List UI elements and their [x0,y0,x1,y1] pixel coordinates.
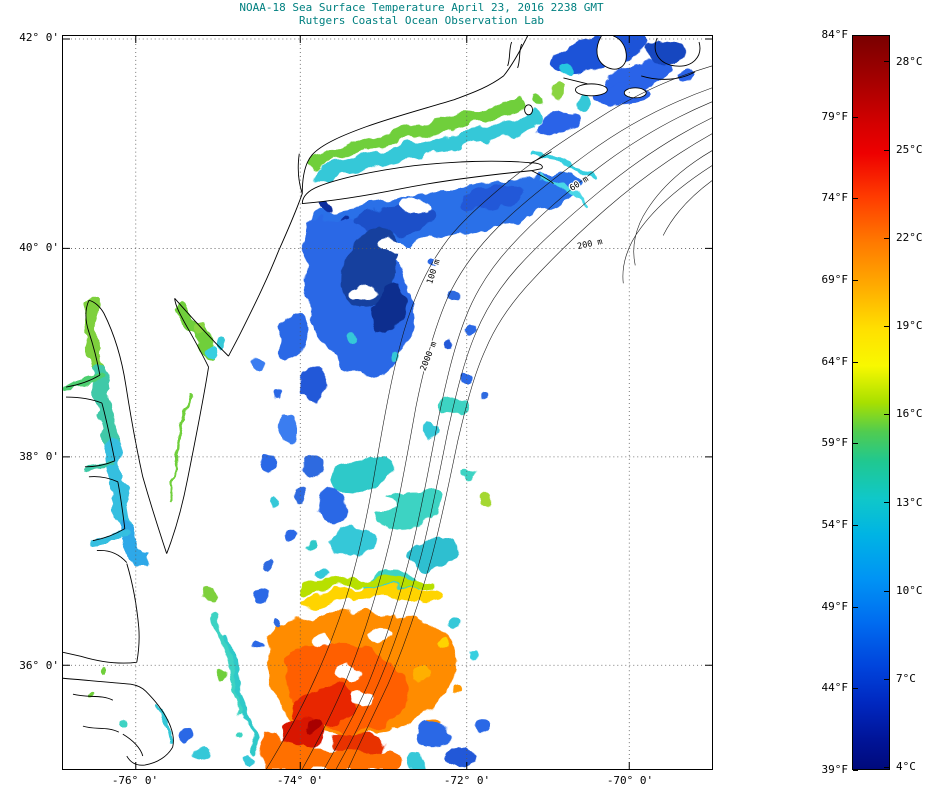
colorbar-f-label: 39°F [821,763,849,776]
y-axis-tick-label: 40° 0' [19,241,59,254]
colorbar-f-label: 49°F [821,600,849,613]
map-plot: 60 m 200 m 100 m 2000 m [62,35,713,770]
contour-label-2000m: 2000 m [418,340,439,372]
colorbar-tick [853,35,858,36]
y-axis-tick-label: 38° 0' [19,450,59,463]
colorbar-f-label: 64°F [821,355,849,368]
y-axis-tick-label: 36° 0' [19,659,59,672]
colorbar-tick [853,688,858,690]
colorbar-c-label: 4°C [896,760,916,773]
colorbar-tick [884,767,889,769]
colorbar-c-label: 16°C [896,407,923,420]
colorbar-f-label: 74°F [821,191,849,204]
colorbar-f-label: 44°F [821,681,849,694]
colorbar-tick [884,502,889,504]
colorbar-f-label: 59°F [821,436,849,449]
colorbar-c-label: 19°C [896,319,923,332]
sst-map-svg: 60 m 200 m 100 m 2000 m [63,36,712,769]
colorbar-tick [853,443,858,445]
figure-subtitle: Rutgers Coastal Ocean Observation Lab [298,14,545,27]
coastline-layer [63,36,701,766]
colorbar-tick [853,116,858,118]
colorbar-f-label: 69°F [821,273,849,286]
colorbar-tick [884,414,889,416]
x-axis-tick-label: -70° 0' [606,774,654,787]
x-axis-tick-label: -76° 0' [111,774,159,787]
colorbar-tick [884,61,889,63]
colorbar-tick [853,525,858,526]
land-silhouette [63,36,528,769]
y-axis-tick-label: 42° 0' [19,31,59,44]
colorbar-f-label: 84°F [821,28,849,41]
colorbar [852,35,890,770]
colorbar-gradient [853,36,889,769]
colorbar-f-label: 54°F [821,518,849,531]
block-island [524,104,534,116]
colorbar-tick [853,770,858,771]
colorbar-c-label: 28°C [896,55,923,68]
colorbar-f-label: 79°F [821,110,849,123]
x-axis-tick-label: -72° 0' [443,774,491,787]
sst-ocean-layer [181,36,695,769]
colorbar-tick [884,326,889,328]
graticule-grid [63,36,712,769]
colorbar-tick [853,606,858,608]
colorbar-tick [884,590,889,592]
axis-ticks [63,36,712,769]
colorbar-c-label: 10°C [896,584,923,597]
colorbar-c-label: 13°C [896,496,923,509]
colorbar-tick [853,361,858,363]
colorbar-c-label: 22°C [896,231,923,244]
colorbar-tick [853,280,858,281]
nantucket [623,87,647,99]
bathymetry-contours [266,65,712,769]
colorbar-c-label: 25°C [896,143,923,156]
colorbar-tick [884,678,889,680]
contour-label-100m: 100 m [424,258,441,285]
cape-cod [596,36,627,70]
colorbar-tick [853,198,858,200]
colorbar-tick [884,149,889,151]
figure-title: NOAA-18 Sea Surface Temperature April 23… [239,1,604,14]
colorbar-tick [884,237,889,239]
x-axis-tick-label: -74° 0' [276,774,324,787]
marthas-vineyard [574,83,608,97]
colorbar-c-label: 7°C [896,672,916,685]
